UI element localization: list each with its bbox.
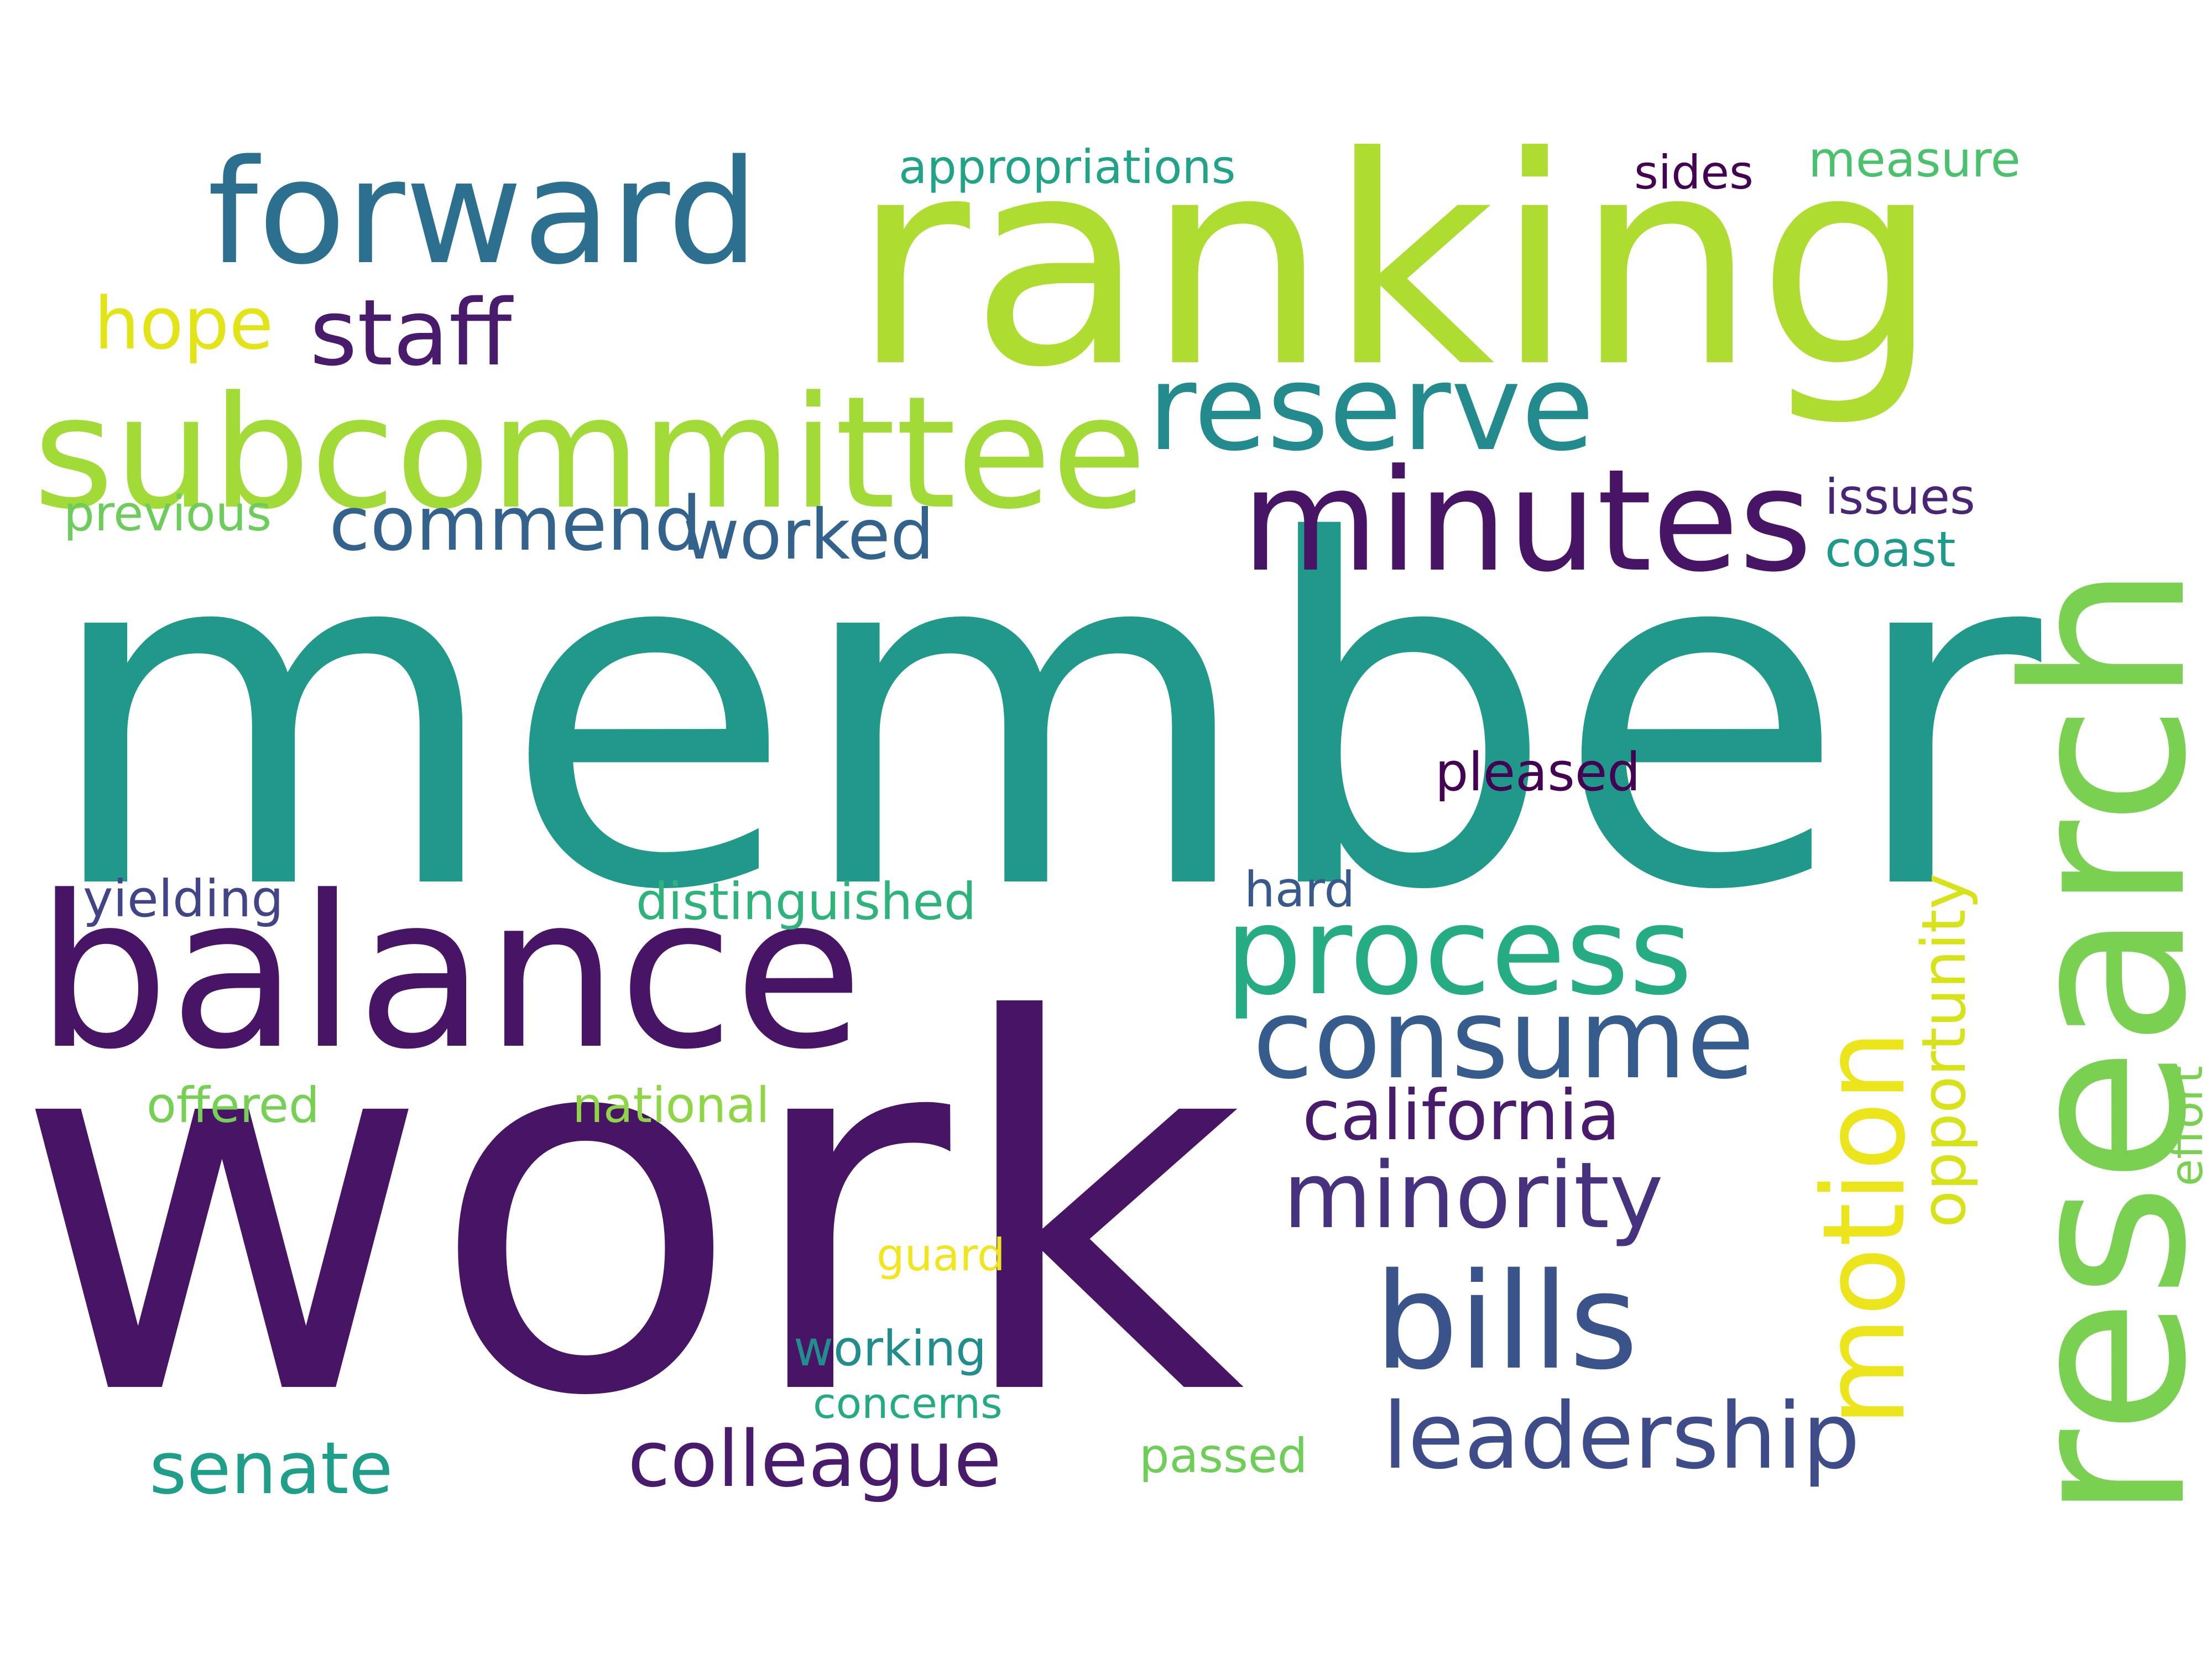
- word-sides: sides: [1634, 145, 1754, 200]
- word-previous: previous: [64, 485, 272, 542]
- word-minority: minority: [1283, 1142, 1664, 1249]
- word-consume: consume: [1253, 975, 1755, 1104]
- word-staff: staff: [310, 280, 512, 386]
- word-hope: hope: [94, 281, 274, 366]
- word-national: national: [572, 1077, 770, 1134]
- word-ranking: ranking: [852, 95, 1940, 430]
- word-senate: senate: [149, 1426, 393, 1510]
- word-offered: offered: [147, 1077, 320, 1134]
- word-california: california: [1302, 1076, 1621, 1156]
- word-opportunity: opportunity: [1908, 873, 1979, 1228]
- word-pleased: pleased: [1435, 742, 1641, 803]
- word-motion: motion: [1799, 1030, 1931, 1427]
- word-effort: effort: [2161, 1066, 2212, 1186]
- word-coast: coast: [1825, 521, 1956, 578]
- word-worked: worked: [683, 495, 935, 575]
- word-working: working: [794, 1320, 987, 1377]
- word-minutes: minutes: [1241, 439, 1813, 603]
- word-forward: forward: [207, 129, 759, 296]
- word-bills: bills: [1374, 1244, 1639, 1399]
- word-research: research: [1978, 564, 2212, 1521]
- word-distinguished: distinguished: [636, 872, 977, 931]
- word-work: work: [14, 915, 1245, 1507]
- word-hard: hard: [1244, 861, 1355, 918]
- word-colleague: colleague: [628, 1415, 1002, 1505]
- word-subcommittee: subcommittee: [33, 363, 1147, 544]
- word-commend: commend: [329, 481, 702, 567]
- word-process: process: [1225, 880, 1693, 1022]
- word-issues: issues: [1825, 468, 1975, 525]
- word-balance: balance: [36, 851, 864, 1095]
- word-concerns: concerns: [813, 1379, 1003, 1428]
- word-passed: passed: [1139, 1428, 1308, 1484]
- word-measure: measure: [1808, 131, 2021, 188]
- word-guard: guard: [877, 1229, 1005, 1281]
- word-yielding: yielding: [83, 869, 284, 928]
- word-reserve: reserve: [1147, 338, 1595, 477]
- word-member: member: [41, 442, 2042, 993]
- word-appropriations: appropriations: [899, 140, 1236, 194]
- word-leadership: leadership: [1383, 1383, 1860, 1489]
